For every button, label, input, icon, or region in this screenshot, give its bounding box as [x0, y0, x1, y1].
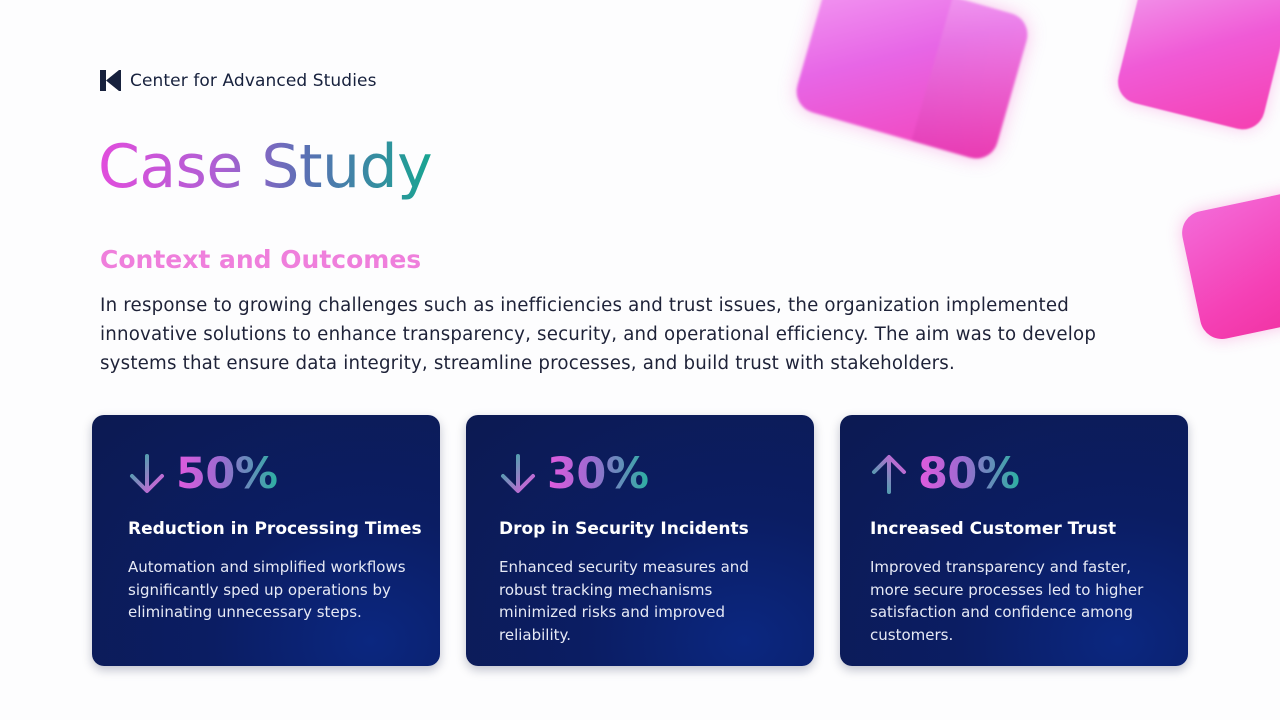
arrow-up-icon	[872, 455, 906, 494]
decorative-cube	[1113, 0, 1280, 135]
metric-card: 50% Reduction in Processing Times Automa…	[92, 415, 440, 666]
metric-description: Automation and simplified workflows sign…	[128, 558, 406, 621]
k-logo-icon	[100, 70, 121, 91]
metric-row: 50%	[128, 449, 278, 499]
metric-value: 50%	[176, 449, 278, 499]
metric-title: Reduction in Processing Times	[128, 519, 422, 539]
metric-value: 80%	[918, 449, 1020, 499]
intro-paragraph: In response to growing challenges such a…	[100, 295, 1097, 374]
metric-row: 80%	[870, 449, 1020, 499]
metric-title: Drop in Security Incidents	[499, 519, 749, 539]
metric-description: Improved transparency and faster, more s…	[870, 558, 1144, 644]
arrow-down-icon	[501, 454, 535, 493]
decorative-cube	[791, 0, 1033, 164]
metric-value: 30%	[547, 449, 649, 499]
metric-card: 80% Increased Customer Trust Improved tr…	[840, 415, 1188, 666]
brand-name: Center for Advanced Studies	[130, 70, 377, 91]
arrow-down-icon	[130, 454, 164, 493]
metric-description: Enhanced security measures and robust tr…	[499, 558, 749, 644]
metric-row: 30%	[499, 449, 649, 499]
section-subtitle: Context and Outcomes	[100, 245, 422, 274]
metric-title: Increased Customer Trust	[870, 519, 1117, 539]
metric-card: 30% Drop in Security Incidents Enhanced …	[466, 415, 814, 666]
brand-header: Center for Advanced Studies	[100, 70, 377, 91]
page-title: Case Study	[98, 132, 433, 202]
decorative-cube	[1178, 186, 1280, 344]
